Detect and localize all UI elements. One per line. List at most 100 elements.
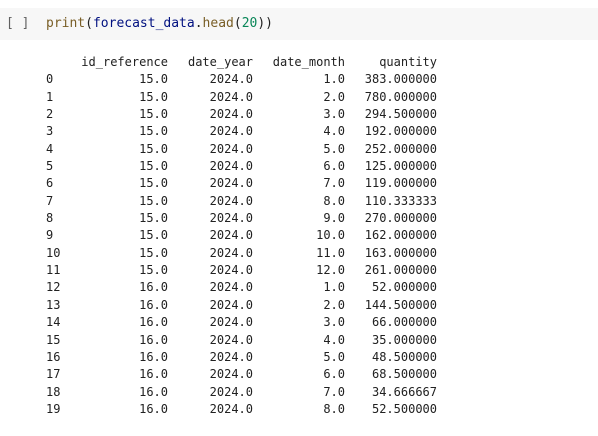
cell-date-year: 2024.0 — [209, 401, 253, 416]
cell-date-year: 2024.0 — [209, 280, 253, 295]
cell-date-year: 2024.0 — [209, 297, 253, 312]
row-index: 15 — [46, 332, 61, 347]
cell-date-month: 5.0 — [323, 349, 345, 364]
table-row: 11 15.0 2024.0 12.0 261.000000 — [0, 262, 598, 279]
table-row: 8 15.0 2024.0 9.0 270.000000 — [0, 210, 598, 227]
cell-date-year: 2024.0 — [209, 245, 253, 260]
column-header-date-month: date_month — [272, 55, 345, 69]
cell-quantity: 35.000000 — [371, 332, 437, 347]
cell-id-reference: 16.0 — [139, 349, 168, 364]
row-index: 3 — [46, 124, 54, 139]
code-dot: . — [194, 16, 203, 31]
cell-date-year: 2024.0 — [209, 107, 253, 122]
table-row: 12 16.0 2024.0 1.0 52.000000 — [0, 279, 598, 296]
code-paren-close: )) — [257, 16, 273, 31]
row-index: 12 — [46, 280, 61, 295]
cell-id-reference: 15.0 — [139, 211, 168, 226]
code-editor[interactable]: print(forecast_data.head(20)) — [46, 16, 273, 32]
cell-quantity: 261.000000 — [364, 263, 437, 278]
code-paren-open-2: ( — [233, 16, 242, 31]
table-row: 10 15.0 2024.0 11.0 163.000000 — [0, 245, 598, 262]
cell-date-month: 7.0 — [323, 176, 345, 191]
code-function: print — [46, 16, 86, 31]
cell-quantity: 163.000000 — [364, 245, 437, 260]
cell-date-year: 2024.0 — [209, 159, 253, 174]
code-variable: forecast_data — [92, 16, 195, 31]
cell-quantity: 68.500000 — [371, 367, 437, 382]
table-row: 9 15.0 2024.0 10.0 162.000000 — [0, 227, 598, 244]
output-header-row: id_reference date_year date_month quanti… — [0, 54, 598, 71]
row-index: 10 — [46, 245, 61, 260]
cell-id-reference: 16.0 — [139, 297, 168, 312]
cell-id-reference: 16.0 — [139, 367, 168, 382]
cell-quantity: 52.000000 — [371, 280, 437, 295]
code-method: head — [202, 16, 234, 31]
code-paren-open: ( — [85, 16, 93, 31]
cell-date-year: 2024.0 — [209, 315, 253, 330]
cell-date-month: 2.0 — [323, 297, 345, 312]
cell-date-month: 4.0 — [323, 332, 345, 347]
cell-quantity: 48.500000 — [371, 349, 437, 364]
table-row: 7 15.0 2024.0 8.0 110.333333 — [0, 193, 598, 210]
cell-id-reference: 16.0 — [139, 332, 168, 347]
table-row: 0 15.0 2024.0 1.0 383.000000 — [0, 71, 598, 88]
column-header-id-reference: id_reference — [81, 55, 168, 69]
cell-date-year: 2024.0 — [209, 141, 253, 156]
cell-id-reference: 15.0 — [139, 107, 168, 122]
cell-date-year: 2024.0 — [209, 367, 253, 382]
table-row: 19 16.0 2024.0 8.0 52.500000 — [0, 401, 598, 418]
cell-quantity: 780.000000 — [364, 89, 437, 104]
run-cell-button[interactable]: [ ] — [6, 16, 30, 31]
cell-quantity: 66.000000 — [371, 315, 437, 330]
cell-date-month: 12.0 — [316, 263, 345, 278]
row-index: 4 — [46, 141, 54, 156]
cell-id-reference: 15.0 — [139, 193, 168, 208]
cell-id-reference: 16.0 — [139, 280, 168, 295]
cell-id-reference: 15.0 — [139, 124, 168, 139]
cell-output: id_reference date_year date_month quanti… — [0, 54, 598, 418]
table-row: 14 16.0 2024.0 3.0 66.000000 — [0, 314, 598, 331]
cell-date-year: 2024.0 — [209, 211, 253, 226]
row-index: 17 — [46, 367, 61, 382]
row-index: 8 — [46, 211, 54, 226]
cell-date-year: 2024.0 — [209, 384, 253, 399]
cell-quantity: 34.666667 — [371, 384, 437, 399]
cell-date-month: 2.0 — [323, 89, 345, 104]
cell-date-month: 6.0 — [323, 367, 345, 382]
table-row: 3 15.0 2024.0 4.0 192.000000 — [0, 123, 598, 140]
cell-quantity: 383.000000 — [364, 72, 437, 87]
cell-date-month: 4.0 — [323, 124, 345, 139]
row-index: 19 — [46, 401, 61, 416]
cell-date-month: 3.0 — [323, 315, 345, 330]
table-row: 6 15.0 2024.0 7.0 119.000000 — [0, 175, 598, 192]
cell-date-year: 2024.0 — [209, 89, 253, 104]
cell-date-year: 2024.0 — [209, 124, 253, 139]
cell-id-reference: 15.0 — [139, 176, 168, 191]
table-row: 1 15.0 2024.0 2.0 780.000000 — [0, 89, 598, 106]
cell-id-reference: 15.0 — [139, 89, 168, 104]
cell-id-reference: 15.0 — [139, 72, 168, 87]
cell-date-year: 2024.0 — [209, 263, 253, 278]
cell-date-month: 11.0 — [316, 245, 345, 260]
cell-date-month: 10.0 — [316, 228, 345, 243]
table-row: 16 16.0 2024.0 5.0 48.500000 — [0, 349, 598, 366]
row-index: 6 — [46, 176, 54, 191]
row-index: 13 — [46, 297, 61, 312]
cell-id-reference: 16.0 — [139, 315, 168, 330]
cell-quantity: 52.500000 — [371, 401, 437, 416]
row-index: 9 — [46, 228, 54, 243]
cell-quantity: 294.500000 — [364, 107, 437, 122]
code-cell[interactable]: [ ] print(forecast_data.head(20)) — [0, 8, 598, 40]
column-header-quantity: quantity — [379, 55, 437, 69]
cell-date-year: 2024.0 — [209, 332, 253, 347]
cell-date-month: 1.0 — [323, 72, 345, 87]
row-index: 16 — [46, 349, 61, 364]
cell-date-month: 3.0 — [323, 107, 345, 122]
cell-id-reference: 16.0 — [139, 401, 168, 416]
table-row: 4 15.0 2024.0 5.0 252.000000 — [0, 141, 598, 158]
row-index: 1 — [46, 89, 54, 104]
cell-id-reference: 15.0 — [139, 263, 168, 278]
table-row: 17 16.0 2024.0 6.0 68.500000 — [0, 366, 598, 383]
cell-date-year: 2024.0 — [209, 228, 253, 243]
row-index: 0 — [46, 72, 54, 87]
